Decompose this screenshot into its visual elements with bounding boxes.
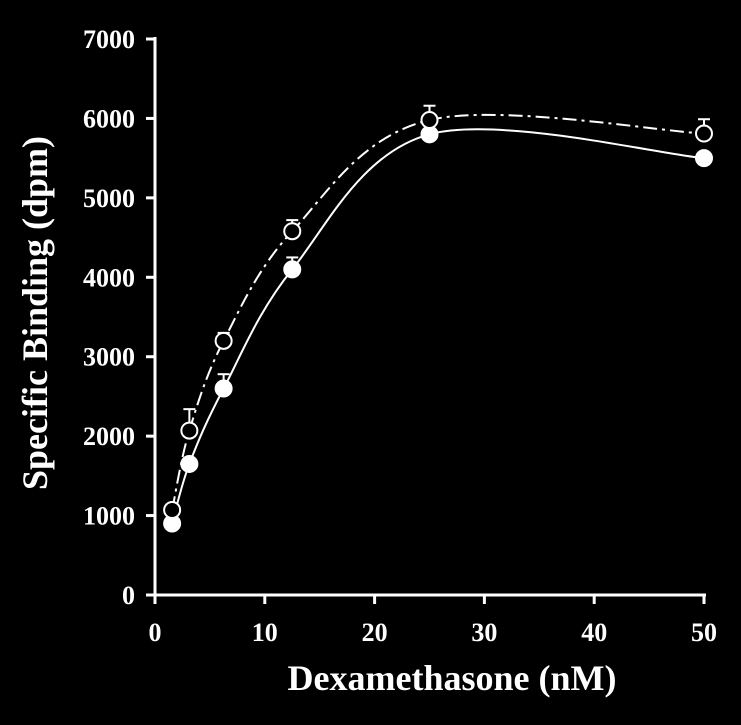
series-2-point xyxy=(214,331,233,350)
series-1-line xyxy=(171,128,705,524)
series-1-point xyxy=(283,260,302,279)
points-layer xyxy=(163,111,713,533)
x-tick-label: 50 xyxy=(691,618,717,647)
y-tick-label: 1000 xyxy=(83,502,135,531)
y-tick-label: 4000 xyxy=(83,263,135,292)
y-tick-label: 0 xyxy=(122,581,135,610)
series-2-point xyxy=(283,222,302,241)
y-tick-label: 5000 xyxy=(83,184,135,213)
x-tick-label: 0 xyxy=(149,618,162,647)
series-2-point xyxy=(180,421,199,440)
curves-layer xyxy=(171,113,705,524)
series-1-point xyxy=(695,149,713,168)
series-1-point xyxy=(180,454,199,473)
x-tick-label: 40 xyxy=(581,618,607,647)
y-axis-title: Specific Binding (dpm) xyxy=(15,136,55,490)
series-2-line xyxy=(171,113,705,511)
series-2-point xyxy=(420,111,439,130)
y-tick-label: 2000 xyxy=(83,422,135,451)
x-tick-label: 20 xyxy=(362,618,388,647)
x-tick-label: 10 xyxy=(252,618,278,647)
series-2-point xyxy=(163,501,182,520)
y-tick-label: 7000 xyxy=(83,25,135,54)
y-tick-label: 6000 xyxy=(83,104,135,133)
x-axis-title: Dexamethasone (nM) xyxy=(288,658,617,698)
error-bars-layer xyxy=(183,104,710,464)
y-tick-label: 3000 xyxy=(83,343,135,372)
series-2-point xyxy=(695,124,713,143)
x-tick-label: 30 xyxy=(471,618,497,647)
axes-layer: 0 1000 2000 3000 4000 5000 6000 7000 0 10 20 30 40 50 xyxy=(83,25,717,647)
series-1-point xyxy=(214,379,233,398)
